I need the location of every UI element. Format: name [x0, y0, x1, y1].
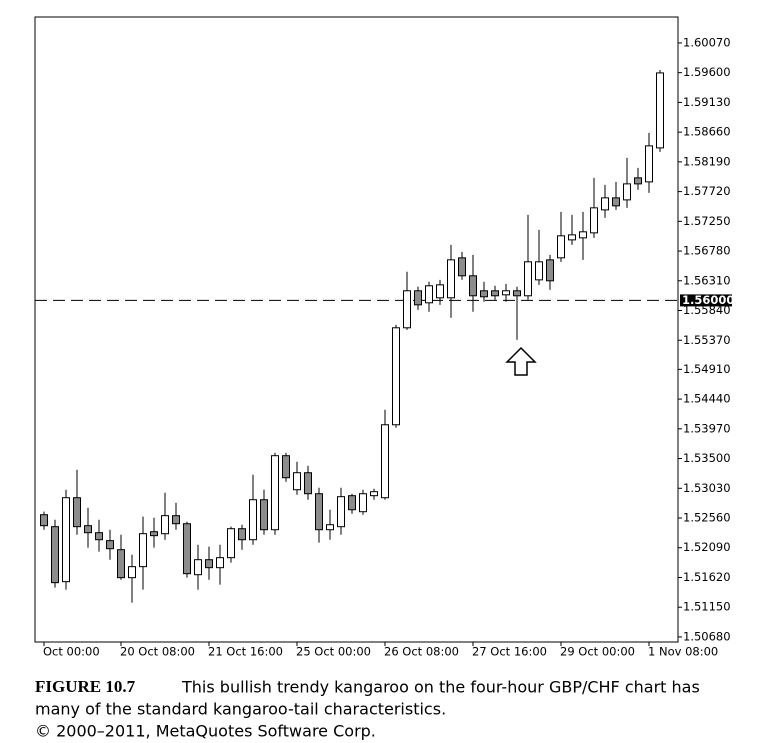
candle-body — [293, 472, 301, 491]
level-label-box — [680, 294, 732, 307]
candle-body — [73, 497, 81, 528]
candle-body — [227, 528, 235, 559]
candle-body — [513, 290, 521, 297]
candle-body — [205, 559, 213, 569]
candle-body — [568, 234, 576, 241]
candle-body — [524, 261, 532, 297]
candle-body — [414, 290, 422, 306]
y-tick-label: 1.52560 — [683, 511, 731, 525]
candle-body — [128, 566, 136, 579]
candle-body — [40, 514, 48, 527]
candle-body — [172, 515, 180, 525]
candle-body — [106, 540, 114, 550]
y-tick-label: 1.57250 — [683, 214, 731, 228]
caption-label: FIGURE 10.7 — [35, 677, 136, 696]
caption-text: This bullish trendy kangaroo on the four… — [181, 678, 700, 697]
plot-area — [34, 16, 679, 643]
y-tick-label: 1.56780 — [683, 244, 731, 258]
y-tick-label: 1.50680 — [683, 629, 731, 643]
y-tick-label: 1.54910 — [683, 362, 731, 376]
candle-body — [557, 235, 565, 259]
caption-text: many of the standard kangaroo-tail chara… — [35, 700, 446, 719]
candle-body — [150, 531, 158, 537]
candle-body — [282, 455, 290, 479]
candle-body — [260, 499, 268, 531]
candle-body — [326, 524, 334, 531]
candle-body — [95, 532, 103, 541]
candle-body — [645, 145, 653, 183]
y-tick-label: 1.52090 — [683, 540, 731, 554]
x-tick-label: 25 Oct 00:00 — [296, 645, 371, 659]
candle-body — [590, 207, 598, 234]
x-tick-label: 21 Oct 16:00 — [208, 645, 283, 659]
candle-body — [62, 497, 70, 583]
candle-body — [403, 290, 411, 329]
candle-body — [491, 290, 499, 297]
candle-body — [370, 491, 378, 497]
candle-body — [634, 177, 642, 185]
kangaroo-arrow — [505, 346, 537, 376]
candle-body — [271, 455, 279, 531]
candle-body — [469, 275, 477, 297]
candle-body — [579, 231, 587, 239]
candle-body — [238, 528, 246, 541]
candle-body — [656, 72, 664, 149]
candle-body — [612, 197, 620, 207]
candle-body — [139, 533, 147, 568]
y-tick-label: 1.57720 — [683, 184, 731, 198]
y-tick-label: 1.59130 — [683, 95, 731, 109]
x-tick-label: 27 Oct 16:00 — [472, 645, 547, 659]
y-tick-label: 1.54440 — [683, 392, 731, 406]
candle-body — [436, 284, 444, 299]
candle-body — [84, 525, 92, 534]
x-tick-label: 26 Oct 08:00 — [384, 645, 459, 659]
candle-body — [348, 495, 356, 511]
candle-body — [337, 496, 345, 528]
x-tick-label: 20 Oct 08:00 — [120, 645, 195, 659]
candle-body — [51, 526, 59, 584]
y-tick-label: 1.51150 — [683, 600, 731, 614]
y-tick-label: 1.56310 — [683, 273, 731, 287]
caption-credit: © 2000–2011, MetaQuotes Software Corp. — [35, 722, 376, 741]
candle-body — [359, 493, 367, 513]
candle-body — [623, 183, 631, 201]
y-tick-label: 1.53500 — [683, 451, 731, 465]
candle-body — [216, 557, 224, 569]
candle-body — [535, 261, 543, 281]
y-tick-label: 1.59600 — [683, 65, 731, 79]
candle-body — [249, 499, 257, 541]
x-tick-label: Oct 00:00 — [43, 645, 100, 659]
y-tick-label: 1.53970 — [683, 421, 731, 435]
level-label: 1.56000 — [682, 293, 734, 307]
candle-body — [392, 327, 400, 426]
candle-body — [480, 290, 488, 298]
candle-body — [502, 290, 510, 296]
candle-body — [546, 259, 554, 282]
candle-body — [425, 285, 433, 304]
candle-body — [381, 424, 389, 499]
candle-body — [117, 549, 125, 579]
x-tick-label: 1 Nov 08:00 — [648, 645, 718, 659]
y-tick-label: 1.58660 — [683, 125, 731, 139]
candle-body — [601, 197, 609, 211]
candle-body — [183, 523, 191, 575]
x-tick-label: 29 Oct 00:00 — [560, 645, 635, 659]
y-tick-label: 1.60070 — [683, 35, 731, 49]
y-tick-label: 1.51620 — [683, 570, 731, 584]
candle-body — [458, 257, 466, 277]
y-tick-label: 1.55840 — [683, 303, 731, 317]
y-tick-label: 1.55370 — [683, 333, 731, 347]
candle-body — [304, 472, 312, 495]
candle-body — [194, 559, 202, 576]
candle-body — [315, 493, 323, 531]
candle-body — [447, 259, 455, 299]
y-tick-label: 1.53030 — [683, 481, 731, 495]
candle-body — [161, 515, 169, 535]
y-tick-label: 1.58190 — [683, 154, 731, 168]
